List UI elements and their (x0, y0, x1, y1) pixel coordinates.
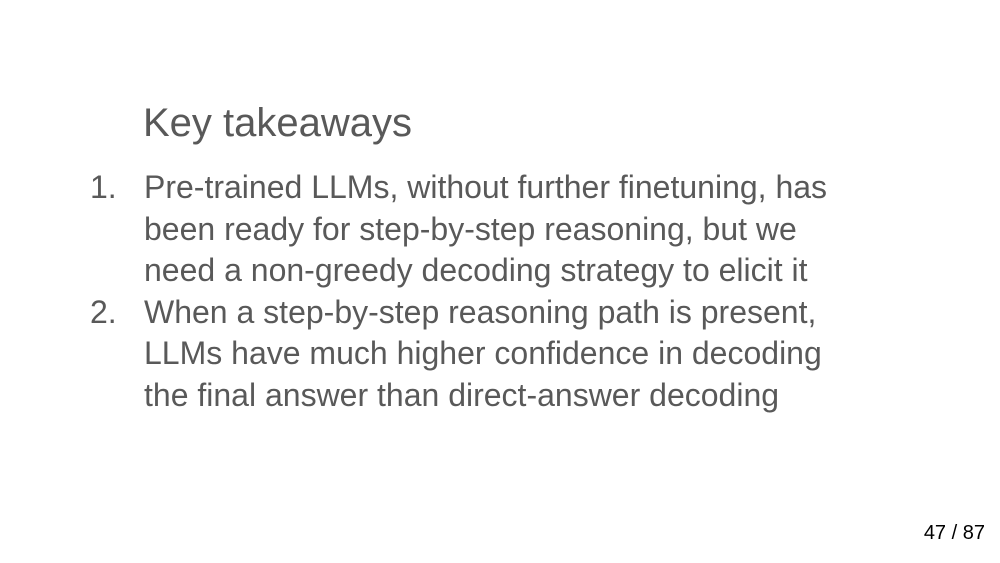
takeaways-list: 1. Pre-trained LLMs, without further fin… (88, 167, 908, 416)
takeaway-line: the final answer than direct-answer deco… (144, 376, 780, 413)
takeaway-item: 2. When a step-by-step reasoning path is… (88, 292, 908, 417)
takeaway-number: 1. (90, 169, 117, 205)
current-page: 47 (923, 522, 947, 544)
takeaway-line: been ready for step-by-step reasoning, b… (144, 210, 797, 247)
takeaway-line: Pre-trained LLMs, without further finetu… (144, 169, 828, 205)
takeaway-line: When a step-by-step reasoning path is pr… (144, 293, 817, 330)
total-pages: 87 (962, 522, 985, 544)
takeaway-number: 2. (90, 293, 117, 330)
takeaway-line: need a non-greedy decoding strategy to e… (144, 252, 808, 288)
page-counter: 47 / 87 (924, 520, 985, 546)
slide-title: Key takeaways (143, 101, 413, 145)
takeaway-item: 1. Pre-trained LLMs, without further fin… (88, 167, 908, 292)
page-separator: / (951, 522, 958, 544)
takeaway-line: LLMs have much higher confidence in deco… (144, 335, 822, 371)
